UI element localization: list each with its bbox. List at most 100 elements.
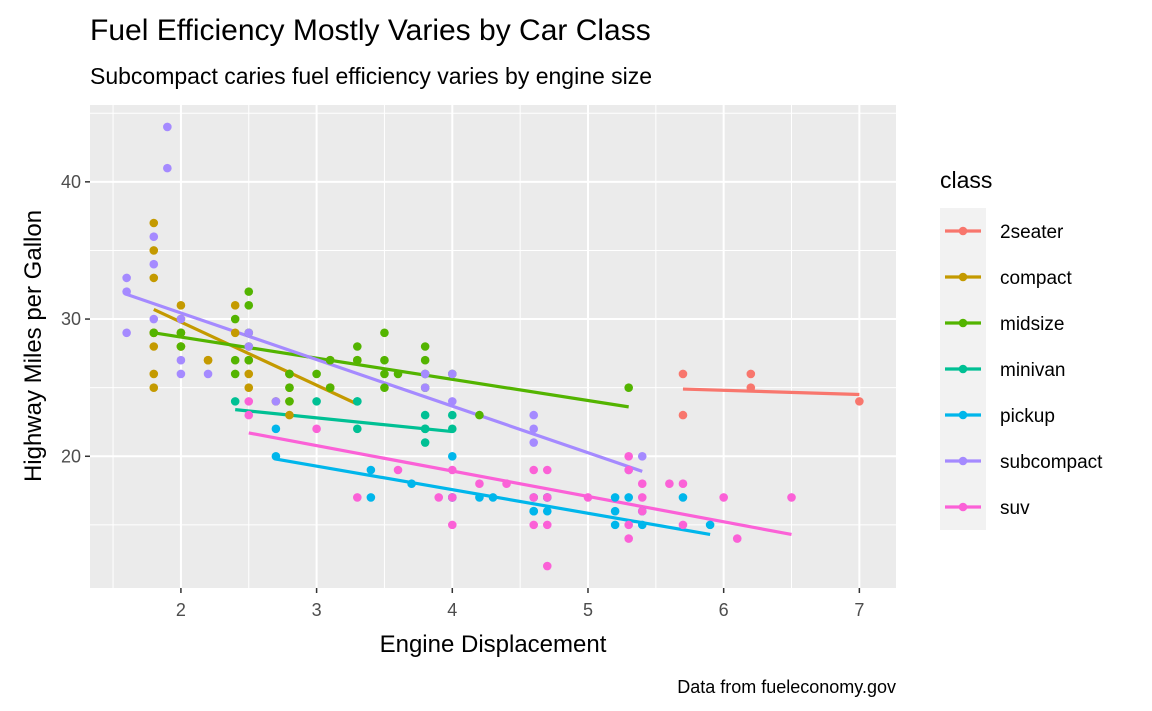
data-point-suv	[542, 493, 552, 502]
data-point-compact	[230, 301, 240, 310]
y-axis-title: Highway Miles per Gallon	[20, 210, 47, 482]
data-point-compact	[285, 410, 294, 420]
data-point-midsize	[353, 355, 362, 365]
data-point-pickup	[610, 506, 620, 516]
data-point-suv	[475, 479, 484, 489]
data-point-suv	[665, 479, 674, 489]
data-point-minivan	[312, 397, 321, 406]
x-tick-label: 7	[854, 600, 864, 620]
data-point-compact	[230, 328, 240, 338]
data-point-subcompact	[420, 383, 430, 392]
data-point-minivan	[230, 397, 240, 406]
data-point-compact	[149, 342, 159, 351]
data-point-subcompact	[176, 355, 186, 365]
data-point-suv	[719, 493, 728, 502]
data-point-subcompact	[149, 232, 159, 242]
data-point-midsize	[380, 328, 389, 338]
data-point-suv	[529, 520, 539, 530]
grid-major	[90, 105, 896, 588]
data-point-subcompact	[529, 410, 539, 420]
data-point-pickup	[447, 451, 457, 461]
data-point-subcompact	[529, 424, 539, 434]
data-point-subcompact	[176, 314, 186, 324]
fit-line-midsize	[153, 331, 629, 409]
data-point-suv	[637, 493, 647, 502]
y-tick-label: 30	[61, 309, 81, 329]
data-point-suv	[624, 465, 633, 475]
data-point-suv	[529, 465, 539, 475]
x-axis-title: Engine Displacement	[380, 631, 607, 658]
data-point-suv	[312, 424, 321, 434]
x-tick-label: 6	[719, 600, 729, 620]
data-point-minivan	[353, 424, 362, 434]
data-point-pickup	[624, 493, 633, 502]
legend-label-suv: suv	[1000, 498, 1030, 519]
data-point-pickup	[366, 465, 376, 475]
data-point-suv	[244, 410, 254, 420]
data-point-midsize	[624, 383, 633, 392]
data-point-midsize	[380, 369, 389, 379]
data-point-suv	[529, 493, 539, 502]
data-point-suv	[732, 534, 742, 543]
y-tick-label: 20	[61, 446, 81, 466]
data-point-subcompact	[447, 397, 457, 406]
legend-label-pickup: pickup	[1000, 406, 1055, 427]
data-point-compact	[149, 383, 159, 392]
data-point-2seater	[746, 383, 756, 392]
data-point-suv	[678, 520, 688, 530]
data-point-suv	[542, 465, 552, 475]
data-point-midsize	[325, 355, 335, 365]
data-point-subcompact	[447, 369, 457, 379]
data-point-subcompact	[122, 328, 131, 338]
data-point-pickup	[529, 506, 539, 516]
data-point-midsize	[285, 383, 294, 392]
legend: 2seater compact midsize minivan pickup subcom…	[940, 208, 1103, 530]
legend-key-point-minivan	[958, 364, 968, 374]
data-point-suv	[502, 479, 511, 489]
data-point-compact	[244, 383, 254, 392]
legend-key-point-subcompact	[958, 456, 968, 466]
data-point-subcompact	[149, 314, 159, 324]
data-point-midsize	[230, 369, 240, 379]
fit-line-2seater	[682, 387, 860, 397]
grid-minor	[90, 105, 896, 588]
data-point-subcompact	[203, 369, 213, 379]
y-tick-label: 40	[61, 172, 81, 192]
data-point-suv	[624, 451, 633, 461]
data-point-midsize	[244, 301, 254, 310]
legend-title: class	[940, 167, 992, 193]
chart-title: Fuel Efficiency Mostly Varies by Car Cla…	[90, 14, 651, 47]
data-point-midsize	[420, 342, 430, 351]
data-point-2seater	[855, 397, 864, 406]
data-point-midsize	[380, 383, 389, 392]
data-point-pickup	[542, 506, 552, 516]
x-axis-ticks: 2 3 4 5 6 7	[176, 588, 864, 620]
data-point-compact	[176, 301, 186, 310]
data-point-minivan	[447, 410, 457, 420]
data-point-compact	[149, 369, 159, 379]
x-tick-label: 2	[176, 600, 186, 620]
data-point-subcompact	[420, 369, 430, 379]
data-point-suv	[244, 397, 254, 406]
fit-lines	[126, 292, 860, 537]
legend-key-point-pickup	[958, 410, 968, 420]
data-point-pickup	[678, 493, 688, 502]
data-point-minivan	[420, 424, 430, 434]
data-point-pickup	[705, 520, 715, 530]
data-point-midsize	[176, 328, 186, 338]
x-tick-label: 5	[583, 600, 593, 620]
data-point-midsize	[285, 369, 294, 379]
chart-caption: Data from fueleconomy.gov	[677, 677, 896, 697]
legend-key-point-midsize	[958, 318, 968, 328]
data-point-suv	[447, 465, 457, 475]
data-point-pickup	[610, 493, 620, 502]
data-point-midsize	[244, 287, 254, 296]
data-point-suv	[393, 465, 403, 475]
data-point-suv	[583, 493, 593, 502]
plot-panel	[90, 105, 896, 588]
fit-line-suv	[248, 431, 792, 537]
data-point-midsize	[353, 342, 362, 351]
data-point-suv	[637, 506, 647, 516]
data-point-midsize	[475, 410, 484, 420]
